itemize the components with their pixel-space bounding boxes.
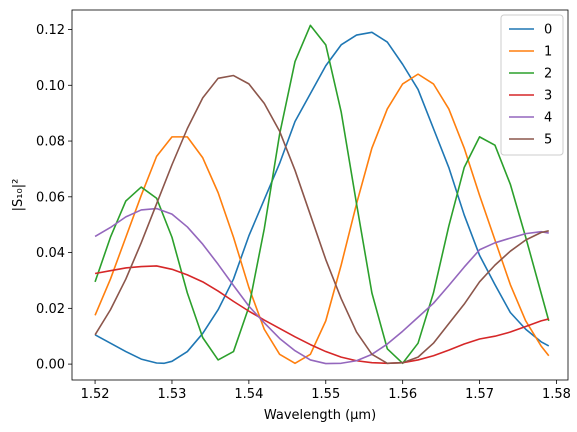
- x-tick-label: 1.57: [465, 387, 494, 402]
- y-tick-label: 0.12: [36, 23, 65, 38]
- legend-label-1: 1: [544, 45, 552, 60]
- y-axis: 0.00 0.02 0.04 0.06 0.08 0.10 0.12: [36, 23, 72, 373]
- x-tick-label: 1.56: [388, 387, 417, 402]
- x-axis-label: Wavelength (µm): [264, 408, 376, 423]
- legend-label-5: 5: [544, 133, 552, 148]
- series-line-0: [94, 31, 550, 365]
- x-tick-label: 1.54: [234, 387, 263, 402]
- legend-label-3: 3: [544, 89, 552, 104]
- series-line-3: [94, 265, 549, 365]
- plot-frame: [71, 9, 569, 381]
- series-line-4: [94, 207, 549, 365]
- x-tick-label: 1.52: [81, 387, 110, 402]
- y-tick-label: 0.02: [36, 302, 65, 317]
- x-tick-label: 1.58: [542, 387, 571, 402]
- y-tick-label: 0.00: [36, 358, 65, 373]
- series-line-5: [94, 74, 549, 365]
- x-tick-label: 1.53: [157, 387, 186, 402]
- y-tick-label: 0.04: [36, 246, 65, 261]
- legend: 0 1 2 3 4 5: [500, 14, 564, 156]
- legend-label-2: 2: [544, 67, 552, 82]
- legend-box: [500, 14, 564, 156]
- y-axis-label: |S₁₀|²: [11, 179, 26, 212]
- y-tick-label: 0.10: [36, 79, 65, 94]
- y-tick-label: 0.06: [36, 190, 65, 205]
- y-tick-label: 0.08: [36, 135, 65, 150]
- legend-label-4: 4: [544, 111, 552, 126]
- x-tick-label: 1.55: [311, 387, 340, 402]
- series-line-2: [94, 24, 550, 365]
- series-layer: [94, 24, 550, 365]
- x-axis: 1.52 1.53 1.54 1.55 1.56 1.57 1.58: [81, 380, 571, 402]
- legend-label-0: 0: [544, 23, 552, 38]
- series-line-1: [94, 73, 550, 365]
